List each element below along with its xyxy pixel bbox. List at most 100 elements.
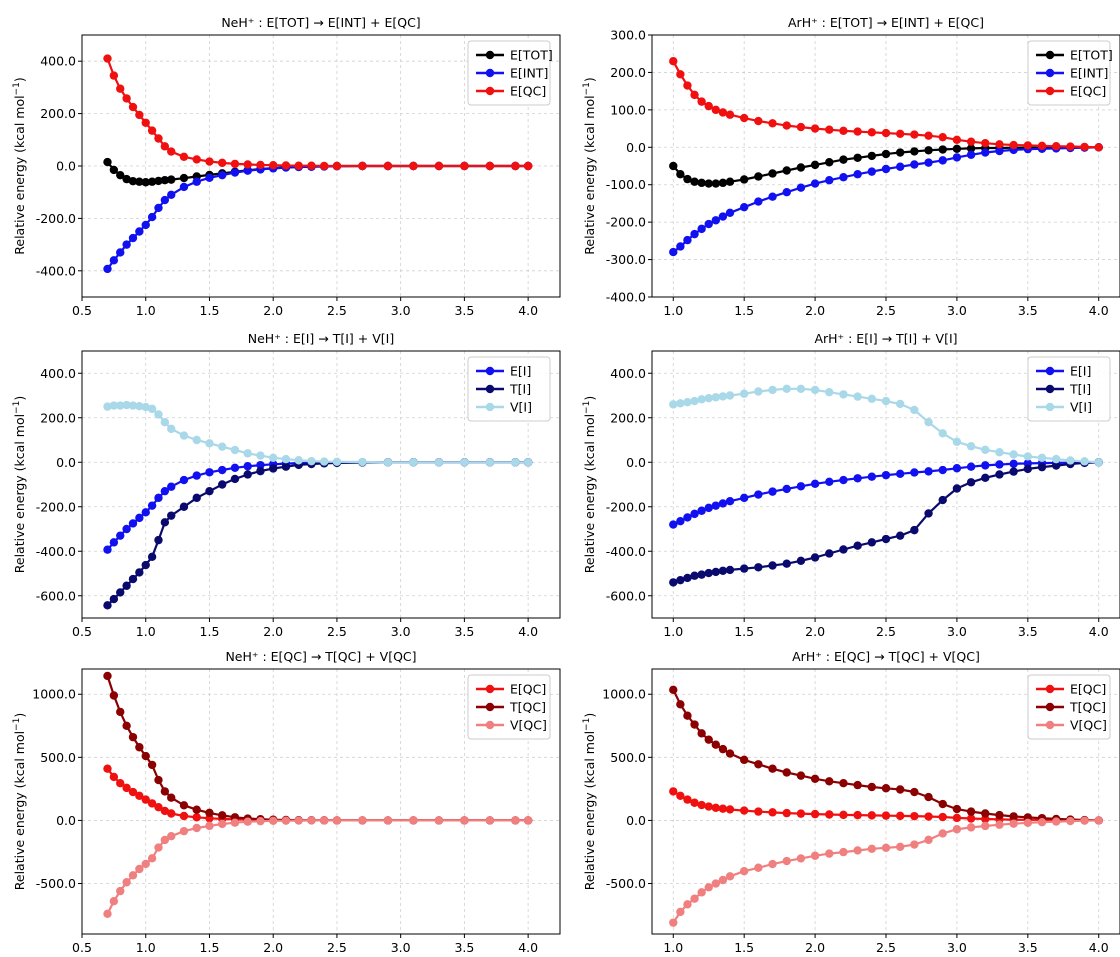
- data-point: [218, 480, 227, 489]
- y-tick-label: 300.0: [610, 28, 646, 43]
- data-point: [109, 772, 119, 782]
- data-point: [243, 449, 252, 458]
- data-point: [319, 816, 329, 825]
- data-point: [867, 811, 877, 820]
- data-point: [1009, 819, 1018, 828]
- data-point: [243, 160, 252, 169]
- data-point: [938, 465, 947, 475]
- data-point: [683, 900, 692, 909]
- chart-title: NeH⁺ : E[I] → T[I] + V[I]: [248, 331, 394, 346]
- data-point: [128, 574, 138, 584]
- data-point: [109, 691, 119, 700]
- data-point: [895, 148, 905, 157]
- x-tick-label: 1.5: [200, 940, 220, 955]
- data-point: [141, 178, 150, 187]
- data-point: [825, 849, 834, 858]
- legend-swatch-marker: [1045, 384, 1055, 394]
- data-point: [754, 116, 763, 126]
- data-point: [690, 894, 699, 903]
- data-point: [952, 144, 962, 153]
- data-point: [924, 792, 933, 802]
- x-tick-label: 2.5: [876, 940, 896, 955]
- data-point: [718, 875, 728, 885]
- data-point: [739, 564, 749, 573]
- x-tick-label: 2.0: [263, 624, 283, 639]
- data-point: [167, 175, 176, 184]
- data-point: [1080, 142, 1089, 152]
- x-tick-label: 2.0: [263, 940, 283, 955]
- legend-label: E[QC]: [1070, 682, 1106, 697]
- data-point: [704, 393, 713, 403]
- data-point: [910, 130, 919, 139]
- data-point: [116, 401, 125, 410]
- x-tick-label: 3.0: [391, 940, 411, 955]
- x-tick-label: 3.5: [454, 303, 474, 318]
- data-point: [853, 474, 862, 483]
- legend-swatch-marker: [485, 684, 495, 694]
- data-point: [116, 779, 125, 788]
- legend-swatch-marker: [1045, 366, 1055, 376]
- data-point: [109, 165, 119, 175]
- data-point: [881, 534, 891, 544]
- legend-swatch-marker: [485, 86, 495, 96]
- y-tick-label: 0.0: [56, 455, 76, 470]
- x-tick-label: 2.0: [805, 624, 825, 639]
- data-point: [810, 179, 820, 188]
- data-point: [910, 405, 919, 415]
- data-point: [938, 132, 947, 142]
- data-point: [981, 445, 990, 454]
- data-point: [725, 110, 735, 119]
- data-point: [409, 816, 418, 825]
- data-point: [122, 581, 131, 590]
- data-point: [697, 395, 706, 404]
- y-tick-label: -500.0: [606, 876, 646, 891]
- data-point: [754, 807, 763, 816]
- data-point: [154, 775, 163, 785]
- data-point: [1023, 452, 1033, 461]
- data-point: [523, 816, 533, 825]
- data-point: [754, 490, 763, 499]
- data-point: [676, 70, 685, 79]
- data-point: [103, 264, 112, 274]
- data-point: [460, 458, 469, 467]
- x-tick-label: 3.5: [1018, 303, 1038, 318]
- legend-swatch-marker: [485, 720, 495, 730]
- legend-swatch-marker: [485, 702, 495, 712]
- data-point: [230, 463, 240, 473]
- data-point: [881, 470, 891, 480]
- data-point: [690, 229, 699, 239]
- y-tick-label: -300.0: [606, 252, 646, 267]
- data-point: [205, 808, 214, 818]
- data-point: [179, 826, 189, 836]
- data-point: [218, 170, 227, 180]
- data-point: [966, 478, 976, 487]
- x-tick-label: 1.5: [734, 940, 754, 955]
- data-point: [141, 560, 150, 570]
- data-point: [141, 220, 150, 230]
- data-point: [1037, 141, 1047, 150]
- data-point: [1094, 816, 1103, 825]
- data-point: [718, 212, 728, 221]
- y-axis-label-text: Relative energy (kcal mol: [12, 414, 27, 573]
- data-point: [853, 846, 862, 855]
- data-point: [116, 588, 125, 597]
- data-point: [910, 840, 919, 849]
- data-point: [825, 810, 834, 819]
- data-point: [167, 809, 176, 818]
- data-point: [167, 832, 176, 841]
- data-point: [1051, 817, 1061, 826]
- x-tick-label: 1.0: [663, 303, 683, 318]
- data-point: [690, 571, 699, 580]
- x-tick-label: 1.5: [734, 624, 754, 639]
- data-point: [269, 464, 278, 473]
- data-point: [718, 744, 728, 754]
- series-line: [672, 819, 1099, 924]
- y-axis-label-text: ): [12, 77, 27, 82]
- data-point: [460, 161, 469, 171]
- data-point: [179, 152, 189, 162]
- data-point: [754, 197, 763, 206]
- data-point: [924, 467, 933, 476]
- legend-swatch-marker: [485, 384, 495, 394]
- data-point: [179, 502, 189, 511]
- data-point: [135, 110, 144, 120]
